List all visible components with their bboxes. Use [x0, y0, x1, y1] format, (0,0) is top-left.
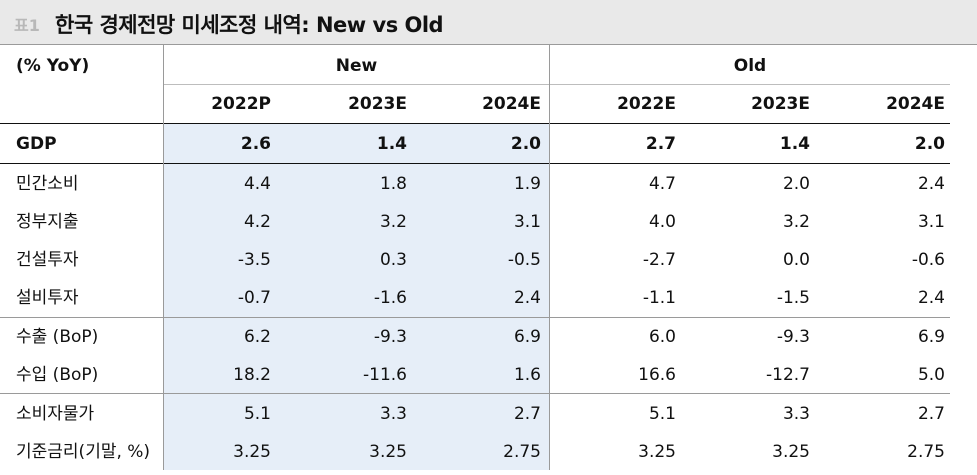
row-label: 설비투자	[16, 288, 79, 308]
year-header: 2022E	[617, 94, 676, 114]
table-cell: 3.2	[379, 212, 407, 232]
row-label: 정부지출	[16, 212, 79, 232]
row-label: 수출 (BoP)	[16, 327, 99, 347]
table-cell: 1.6	[513, 365, 541, 385]
table-title: 한국 경제전망 미세조정 내역: New vs Old	[55, 13, 444, 37]
rule-group-under	[163, 84, 950, 85]
rule-section	[0, 317, 950, 318]
table-cell: 2.0	[510, 134, 541, 154]
table-cell: 6.9	[513, 327, 541, 347]
new-columns-highlight	[163, 124, 550, 470]
table-cell: 3.3	[782, 404, 810, 424]
table-cell: 0.3	[379, 250, 407, 270]
row-label: 수입 (BoP)	[16, 365, 99, 385]
table-cell: -9.3	[776, 327, 810, 347]
table-cell: 2.7	[645, 134, 676, 154]
table-cell: 3.25	[772, 442, 810, 462]
year-header: 2022P	[211, 94, 271, 114]
year-header: 2024E	[482, 94, 541, 114]
table-number: 표1	[14, 16, 40, 35]
row-label: 기준금리(기말, %)	[16, 442, 151, 462]
table-cell: 5.1	[243, 404, 271, 424]
table-cell: -12.7	[766, 365, 810, 385]
table-cell: 2.0	[914, 134, 945, 154]
row-label: 건설투자	[16, 250, 79, 270]
table-cell: -11.6	[363, 365, 407, 385]
table-cell: -0.5	[507, 250, 541, 270]
divider-label-col	[163, 44, 164, 470]
table-cell: 4.2	[243, 212, 271, 232]
table-cell: 4.4	[243, 174, 271, 194]
table-cell: 16.6	[638, 365, 676, 385]
table-cell: 2.0	[782, 174, 810, 194]
table-cell: -2.7	[642, 250, 676, 270]
table-cell: 3.25	[369, 442, 407, 462]
table-cell: 3.1	[917, 212, 945, 232]
table-cell: 5.1	[648, 404, 676, 424]
table-cell: 2.6	[240, 134, 271, 154]
rule-top	[0, 44, 977, 45]
rule-gdp-bottom	[0, 163, 950, 164]
table-cell: 2.4	[917, 174, 945, 194]
table-cell: -0.6	[911, 250, 945, 270]
table-cell: -1.1	[642, 288, 676, 308]
row-label: 민간소비	[16, 174, 79, 194]
rule-section	[0, 393, 950, 394]
table-cell: 4.7	[648, 174, 676, 194]
table-cell: 1.8	[379, 174, 407, 194]
table-cell: -3.5	[237, 250, 271, 270]
table-cell: 0.0	[782, 250, 810, 270]
table-cell: 6.2	[243, 327, 271, 347]
table-cell: 3.25	[638, 442, 676, 462]
table-cell: 6.0	[648, 327, 676, 347]
year-header: 2023E	[751, 94, 810, 114]
year-header: 2023E	[348, 94, 407, 114]
table-cell: -0.7	[237, 288, 271, 308]
table-cell: 3.3	[379, 404, 407, 424]
table-cell: 3.1	[513, 212, 541, 232]
table-cell: 5.0	[917, 365, 945, 385]
year-header: 2024E	[886, 94, 945, 114]
table-cell: 2.4	[917, 288, 945, 308]
divider-new-old	[549, 44, 550, 470]
table-cell: -1.5	[776, 288, 810, 308]
table-cell: -1.6	[373, 288, 407, 308]
table-cell: 3.25	[233, 442, 271, 462]
row-label: 소비자물가	[16, 404, 95, 424]
table-cell: 1.9	[513, 174, 541, 194]
table-cell: 6.9	[917, 327, 945, 347]
rule-header-bottom	[0, 123, 950, 124]
table-cell: 2.7	[513, 404, 541, 424]
table-cell: 3.2	[782, 212, 810, 232]
table-cell: 4.0	[648, 212, 676, 232]
table-cell: 2.75	[503, 442, 541, 462]
group-header-old: Old	[733, 56, 767, 76]
table-cell: 1.4	[376, 134, 407, 154]
title-bar: 표1 한국 경제전망 미세조정 내역: New vs Old	[0, 0, 977, 45]
group-header-new: New	[335, 56, 378, 76]
table-cell: 2.7	[917, 404, 945, 424]
table-cell: 2.4	[513, 288, 541, 308]
table-cell: 1.4	[779, 134, 810, 154]
table-cell: 18.2	[233, 365, 271, 385]
row-label: GDP	[16, 134, 57, 154]
table-cell: -9.3	[373, 327, 407, 347]
unit-label: (% YoY)	[16, 56, 90, 76]
table-cell: 2.75	[907, 442, 945, 462]
